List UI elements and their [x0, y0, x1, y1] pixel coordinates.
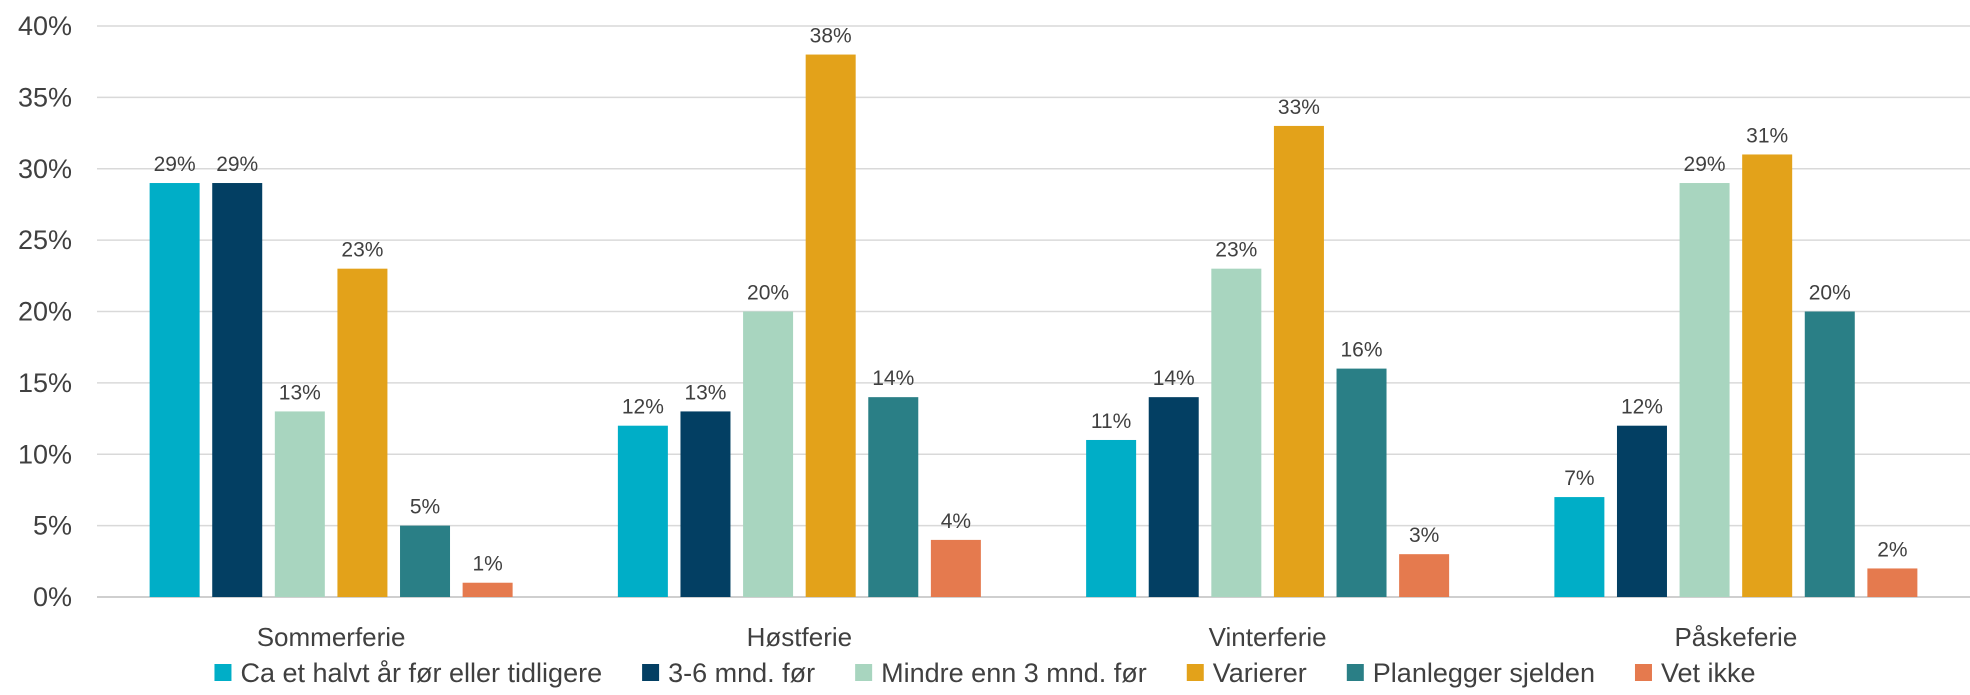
y-tick-label: 30% [18, 154, 72, 184]
y-tick-label: 5% [33, 511, 72, 541]
bar [1742, 154, 1793, 597]
bar [680, 411, 731, 597]
y-tick-label: 10% [18, 439, 72, 469]
data-label: 13% [279, 381, 321, 404]
data-label: 7% [1564, 467, 1594, 490]
y-tick-label: 40% [18, 11, 72, 41]
y-tick-label: 25% [18, 225, 72, 255]
bar [1086, 439, 1137, 597]
legend-swatch [214, 664, 232, 681]
y-tick-label: 35% [18, 82, 72, 112]
data-label: 29% [216, 153, 258, 176]
legend-swatch [855, 664, 873, 681]
x-axis: Sommerferie Høstferie Vinterferie Påskeferi… [257, 622, 1798, 652]
data-label: 4% [941, 510, 971, 533]
bar [1336, 368, 1387, 597]
bar [743, 311, 794, 597]
bar [930, 539, 981, 597]
data-label: 31% [1746, 124, 1788, 147]
data-label: 11% [1091, 410, 1131, 433]
data-label: 14% [1153, 367, 1195, 390]
data-label: 20% [1809, 282, 1851, 305]
bar [805, 54, 856, 598]
data-label: 20% [747, 282, 789, 305]
bar [1211, 268, 1262, 597]
bar [462, 582, 513, 597]
bar [1399, 554, 1450, 597]
y-axis: 0% 5% 10% 15% 20% 25% 30% 35% 40% [18, 11, 72, 612]
data-labels: 29% 29% 13% 23% 5% 1% 12% 13% 20% 38% 14% 4% 11% 14% 2… [154, 25, 1908, 576]
legend: Ca et halvt år før eller tidligere 3-6 mn… [214, 658, 1756, 688]
legend-swatch [642, 664, 660, 681]
bar [617, 425, 668, 597]
bar [212, 183, 263, 597]
data-label: 38% [810, 25, 852, 48]
bar [1148, 397, 1199, 597]
y-tick-label: 20% [18, 297, 72, 327]
legend-swatch [1634, 664, 1652, 681]
data-label: 33% [1278, 96, 1320, 119]
data-label: 23% [1215, 239, 1257, 262]
bar [274, 411, 325, 597]
legend-label: 3-6 mnd. før [668, 658, 815, 688]
x-tick-label: Høstferie [747, 622, 852, 652]
bar [1273, 125, 1324, 598]
bar [149, 183, 200, 597]
x-tick-label: Vinterferie [1209, 622, 1327, 652]
legend-label: Varierer [1213, 658, 1307, 688]
legend-label: Mindre enn 3 mnd. før [881, 658, 1147, 688]
bar [1679, 183, 1730, 597]
legend-label: Planlegger sjelden [1373, 658, 1595, 688]
data-label: 5% [410, 496, 440, 519]
y-tick-label: 15% [18, 368, 72, 398]
data-label: 2% [1877, 538, 1907, 561]
x-tick-label: Sommerferie [257, 622, 406, 652]
y-tick-label: 0% [33, 582, 72, 612]
data-label: 12% [1621, 396, 1663, 419]
data-label: 13% [684, 381, 726, 404]
bars [149, 54, 1918, 598]
data-label: 14% [872, 367, 914, 390]
data-label: 23% [341, 239, 383, 262]
legend-swatch [1186, 664, 1204, 681]
data-label: 1% [472, 553, 502, 576]
legend-swatch [1346, 664, 1364, 681]
data-label: 16% [1341, 339, 1383, 362]
bar [400, 525, 451, 597]
bar [1804, 311, 1855, 597]
x-tick-label: Påskeferie [1674, 622, 1797, 652]
bar [1867, 568, 1918, 597]
data-label: 29% [154, 153, 196, 176]
bar [337, 268, 388, 597]
data-label: 12% [622, 396, 664, 419]
bar [1554, 497, 1605, 597]
data-label: 29% [1684, 153, 1726, 176]
legend-label: Vet ikke [1661, 658, 1756, 688]
legend-label: Ca et halvt år før eller tidligere [240, 658, 602, 688]
bar [1616, 425, 1667, 597]
bar [868, 397, 919, 597]
data-label: 3% [1409, 524, 1439, 547]
